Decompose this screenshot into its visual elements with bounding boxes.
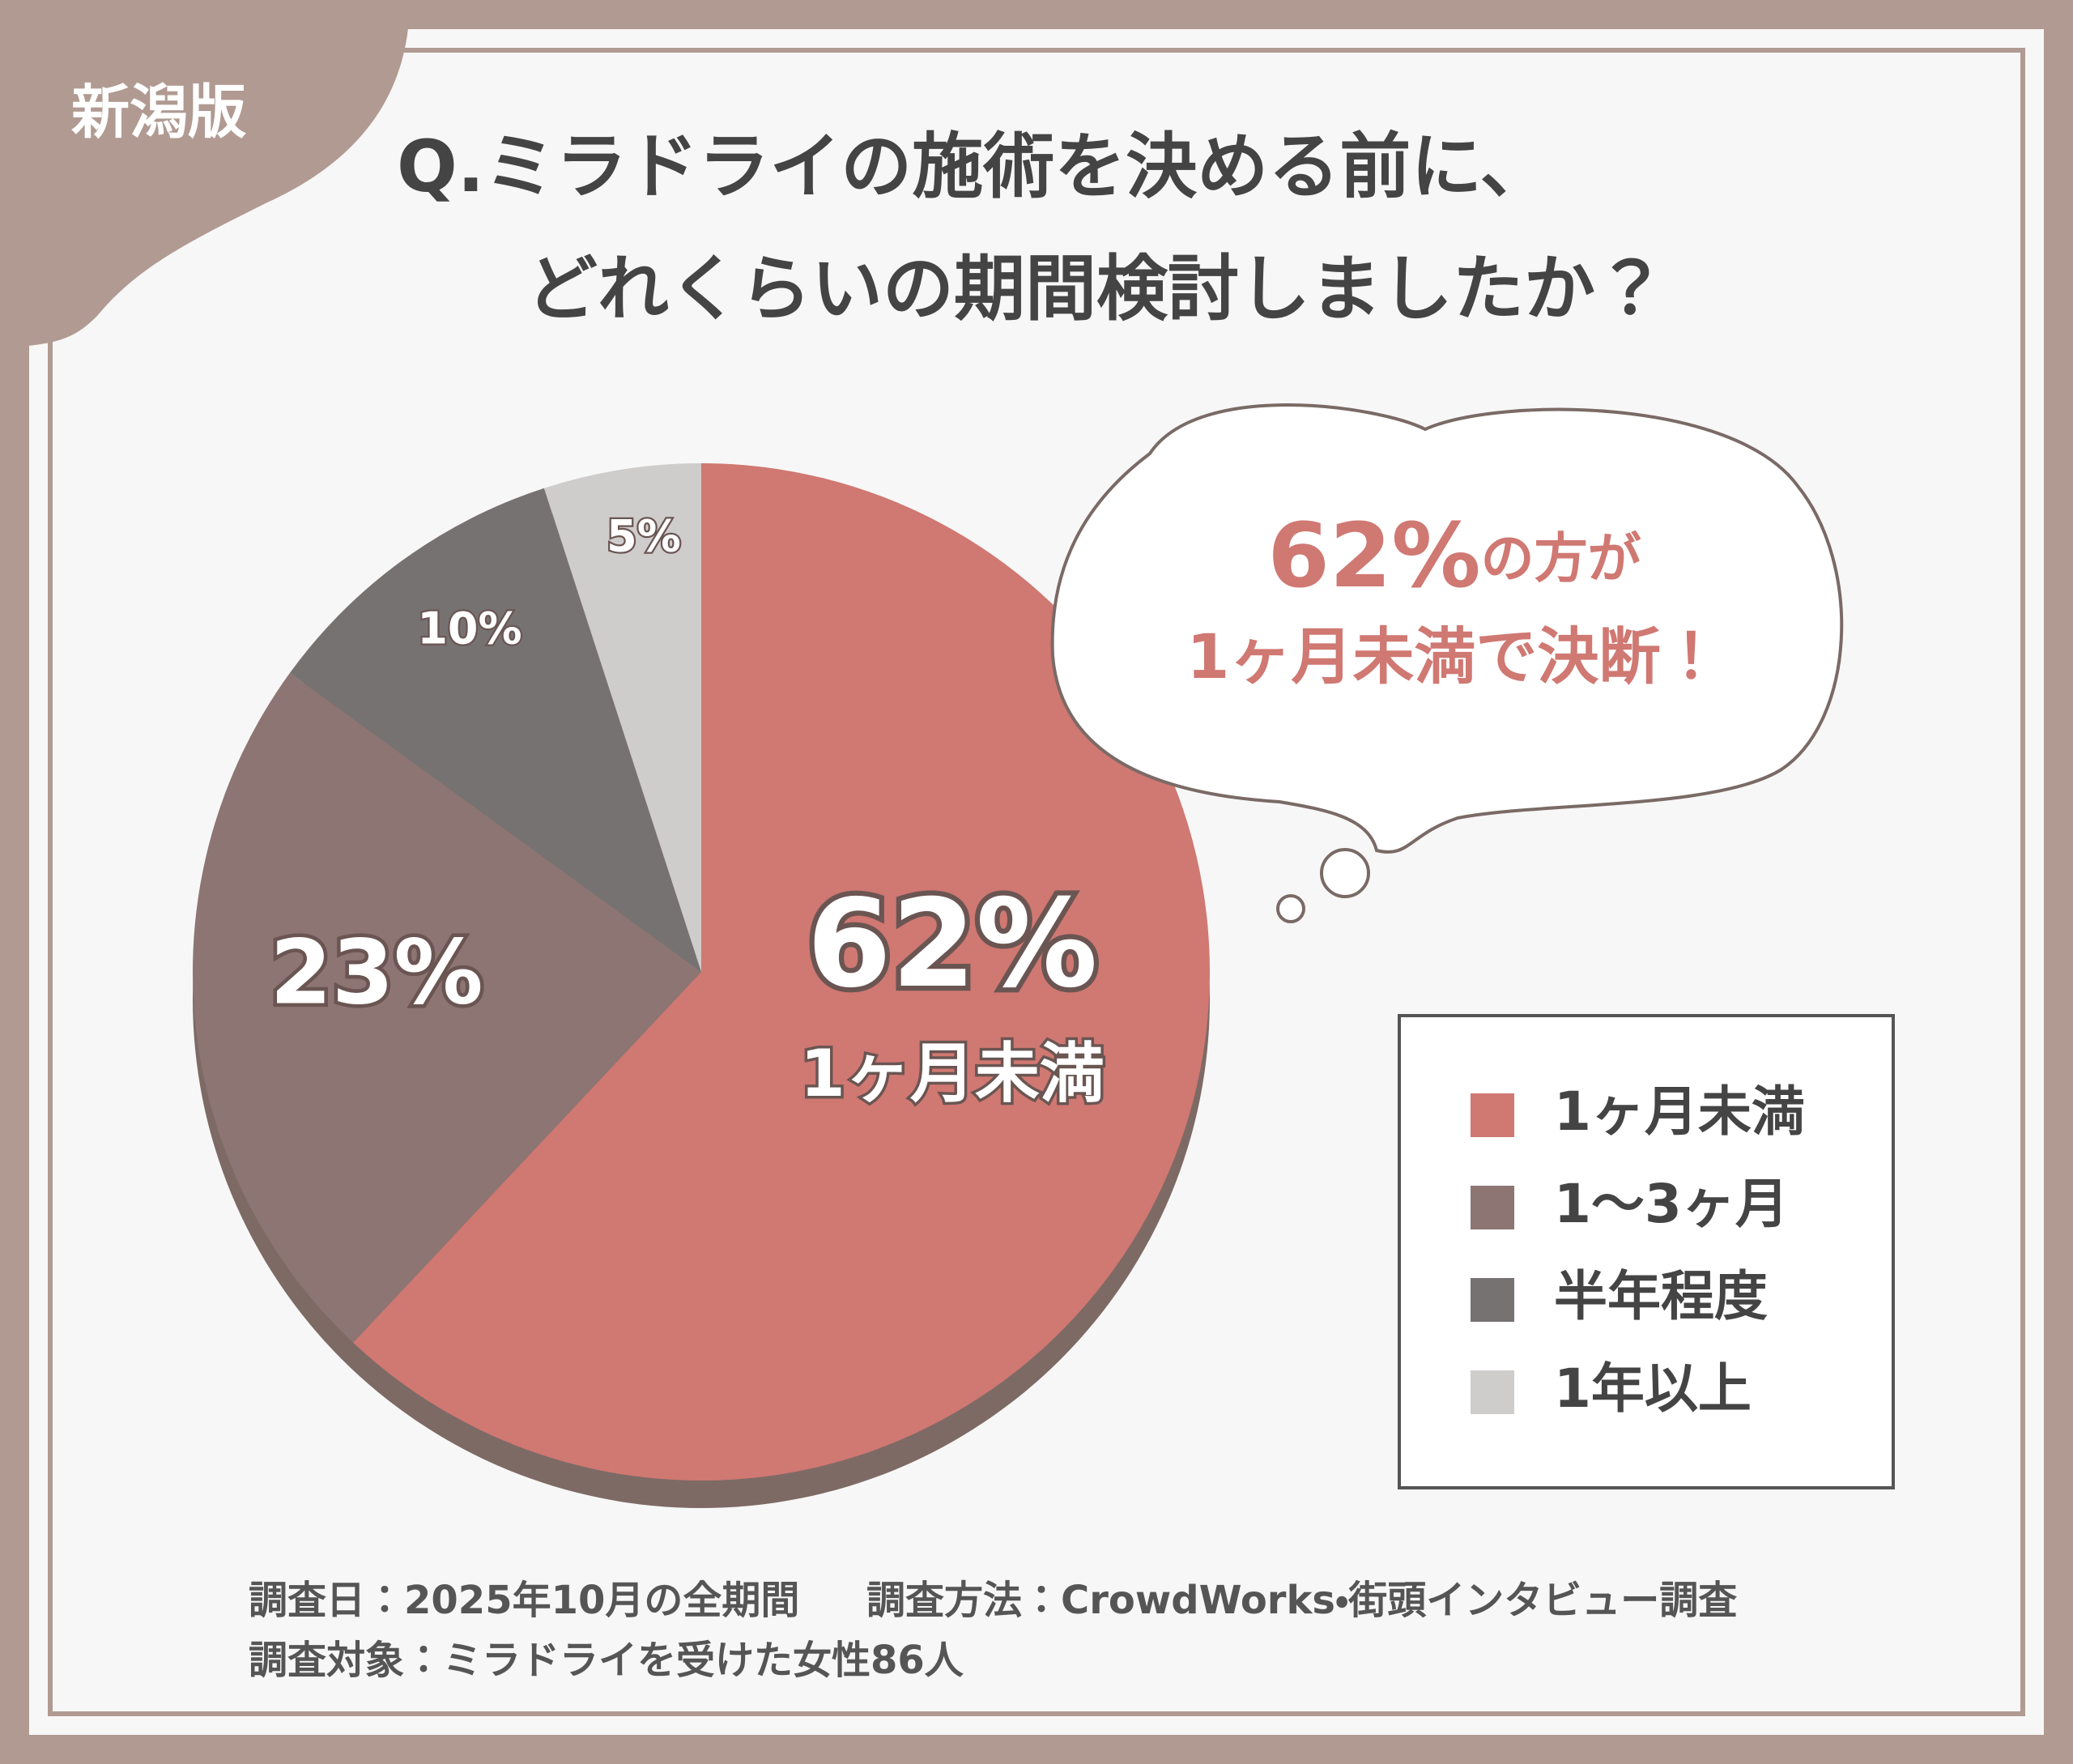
pie-slice	[353, 463, 1211, 1481]
badge-shape	[0, 0, 410, 348]
pie-slice	[289, 488, 701, 972]
pie-slice	[543, 463, 701, 972]
note: 調査日：2025年10月の全期間	[249, 1578, 799, 1623]
legend-swatch	[1471, 1186, 1514, 1229]
legend-label: 1〜3ヶ月	[1554, 1173, 1789, 1235]
note: 調査対象：ミラドライを受けた女性86人	[249, 1638, 964, 1683]
value-label: 62%	[807, 874, 1097, 1015]
inner-border	[48, 48, 2025, 1716]
callout: 62%の方が 1ヶ月未満で決断！	[1050, 403, 1844, 923]
value-label: 23%	[270, 920, 483, 1024]
value-label: 10%	[417, 603, 521, 654]
legend-swatch	[1471, 1093, 1514, 1137]
legend-swatch	[1471, 1278, 1514, 1322]
title-line: どれくらいの期間検討しましたか？	[526, 247, 1666, 330]
title-line: Q.ミラドライの施術を決める前に、	[397, 125, 1552, 208]
callout-dot	[1276, 894, 1305, 923]
slice-category-label: 1ヶ月未満	[800, 1036, 1105, 1111]
callout-figure: 62%	[1267, 504, 1480, 607]
pie: 62% 23% 10% 5% 1ヶ月未満	[192, 463, 1211, 1508]
note: 調査方法：CrowdWorks・街頭インタビュー調査	[866, 1578, 1737, 1623]
callout-text: の方が	[1481, 527, 1641, 590]
pie-slice	[192, 672, 701, 1343]
badge: 新潟版	[71, 79, 247, 147]
callout-dot	[1320, 848, 1370, 898]
legend-label: 1ヶ月未満	[1554, 1080, 1805, 1143]
callout-bubble	[1050, 403, 1844, 854]
callout-text: 1ヶ月未満で決断！	[1187, 620, 1722, 692]
legend-label: 1年以上	[1554, 1357, 1752, 1420]
value-label: 5%	[607, 511, 681, 562]
legend-label: 半年程度	[1554, 1265, 1768, 1327]
legend-swatch	[1471, 1370, 1514, 1414]
callout-text: 62%の方が	[1267, 504, 1641, 607]
